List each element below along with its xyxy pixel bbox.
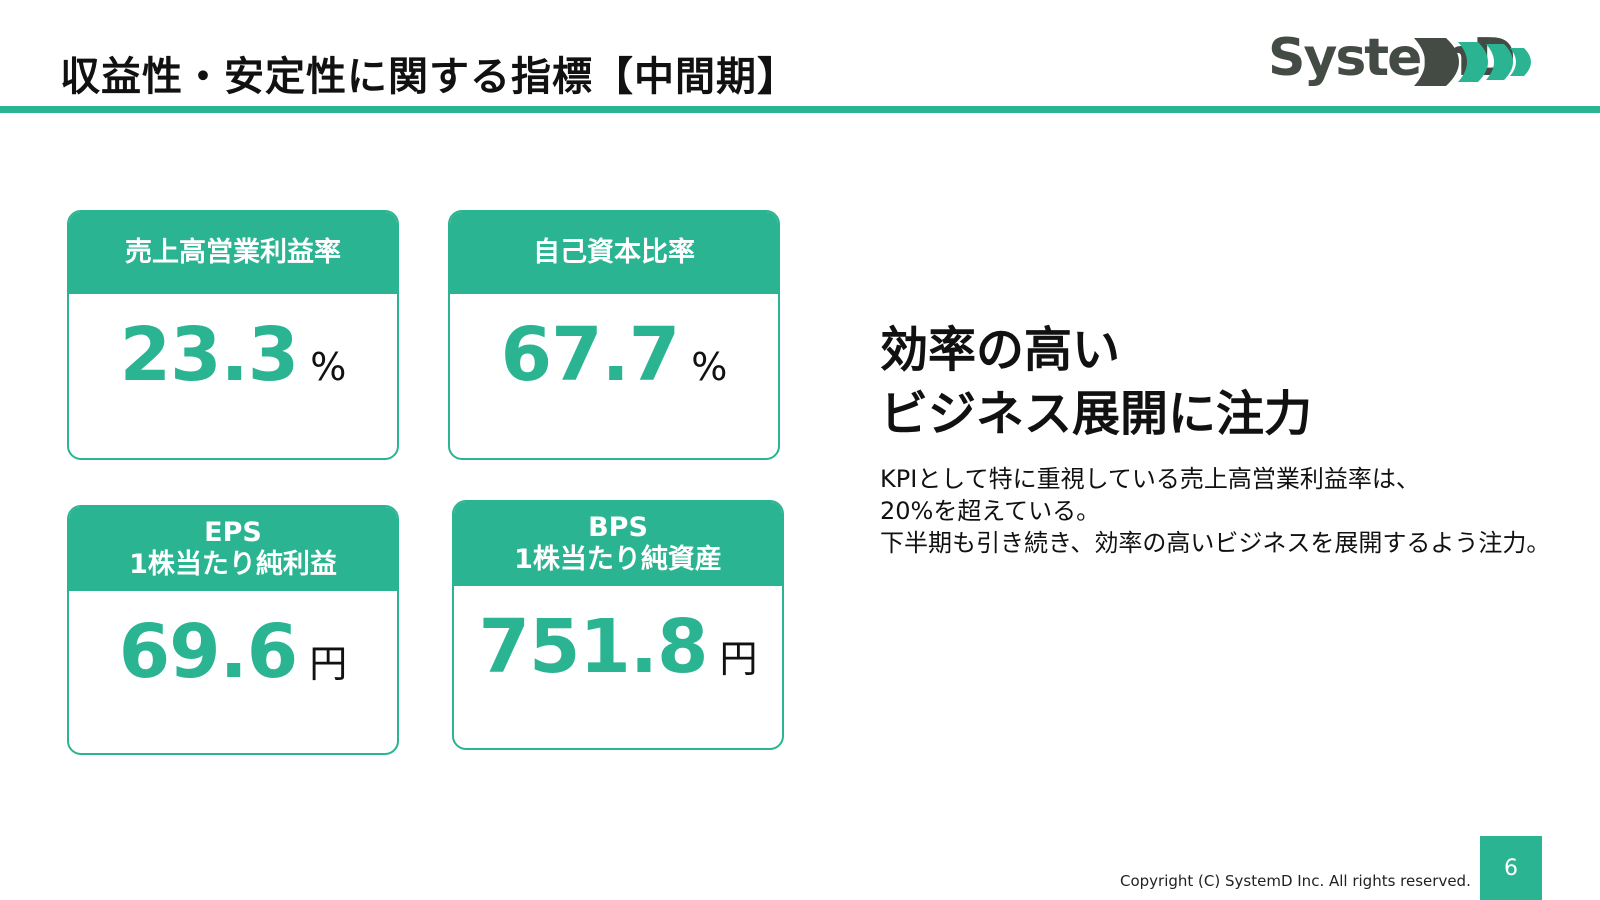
kpi-value: 751.8 xyxy=(478,604,708,690)
header-divider xyxy=(0,106,1600,113)
kpi-card-body: 67.7% xyxy=(450,312,778,398)
kpi-card-header: EPS 1株当たり純利益 xyxy=(69,507,397,591)
kpi-value: 23.3 xyxy=(119,312,300,398)
kpi-card-header: 売上高営業利益率 xyxy=(69,212,397,294)
kpi-value: 67.7 xyxy=(500,312,681,398)
kpi-card-body: 751.8 円 xyxy=(454,604,782,690)
kpi-unit: % xyxy=(310,345,347,389)
headline: 効率の高い ビジネス展開に注力 xyxy=(880,318,1312,446)
kpi-unit: % xyxy=(691,345,728,389)
description: KPIとして特に重視している売上高営業利益率は、 20%を超えている。 下半期も… xyxy=(880,463,1550,559)
kpi-unit: 円 xyxy=(309,642,348,686)
kpi-card-subtitle: 1株当たり純利益 xyxy=(129,549,337,580)
kpi-card-equity-ratio: 自己資本比率 67.7% xyxy=(448,210,780,460)
kpi-card-subtitle: 1株当たり純資産 xyxy=(514,544,722,575)
copyright: Copyright (C) SystemD Inc. All rights re… xyxy=(1120,872,1471,890)
kpi-value: 69.6 xyxy=(118,609,299,695)
company-logo: SystemD xyxy=(1268,28,1548,112)
page-title: 収益性・安定性に関する指標【中間期】 xyxy=(60,54,798,100)
kpi-card-bps: BPS 1株当たり純資産 751.8 円 xyxy=(452,500,784,750)
page-number: 6 xyxy=(1480,836,1542,900)
kpi-unit: 円 xyxy=(719,637,758,681)
description-line: 下半期も引き続き、効率の高いビジネスを展開するよう注力。 xyxy=(880,529,1551,557)
kpi-card-title: BPS xyxy=(588,511,648,543)
kpi-card-title: 売上高営業利益率 xyxy=(125,236,341,268)
kpi-card-body: 69.6 円 xyxy=(69,609,397,695)
description-line: 20%を超えている。 xyxy=(880,497,1101,525)
kpi-card-header: 自己資本比率 xyxy=(450,212,778,294)
kpi-card-title: 自己資本比率 xyxy=(533,236,695,268)
kpi-card-title: EPS xyxy=(204,516,262,548)
headline-line: 効率の高い xyxy=(880,322,1121,378)
logo-chevron-icon xyxy=(1414,38,1531,86)
kpi-card-operating-margin: 売上高営業利益率 23.3% xyxy=(67,210,399,460)
kpi-card-header: BPS 1株当たり純資産 xyxy=(454,502,782,586)
kpi-card-body: 23.3% xyxy=(69,312,397,398)
description-line: KPIとして特に重視している売上高営業利益率は、 xyxy=(880,465,1420,493)
kpi-card-eps: EPS 1株当たり純利益 69.6 円 xyxy=(67,505,399,755)
headline-line: ビジネス展開に注力 xyxy=(880,386,1313,442)
